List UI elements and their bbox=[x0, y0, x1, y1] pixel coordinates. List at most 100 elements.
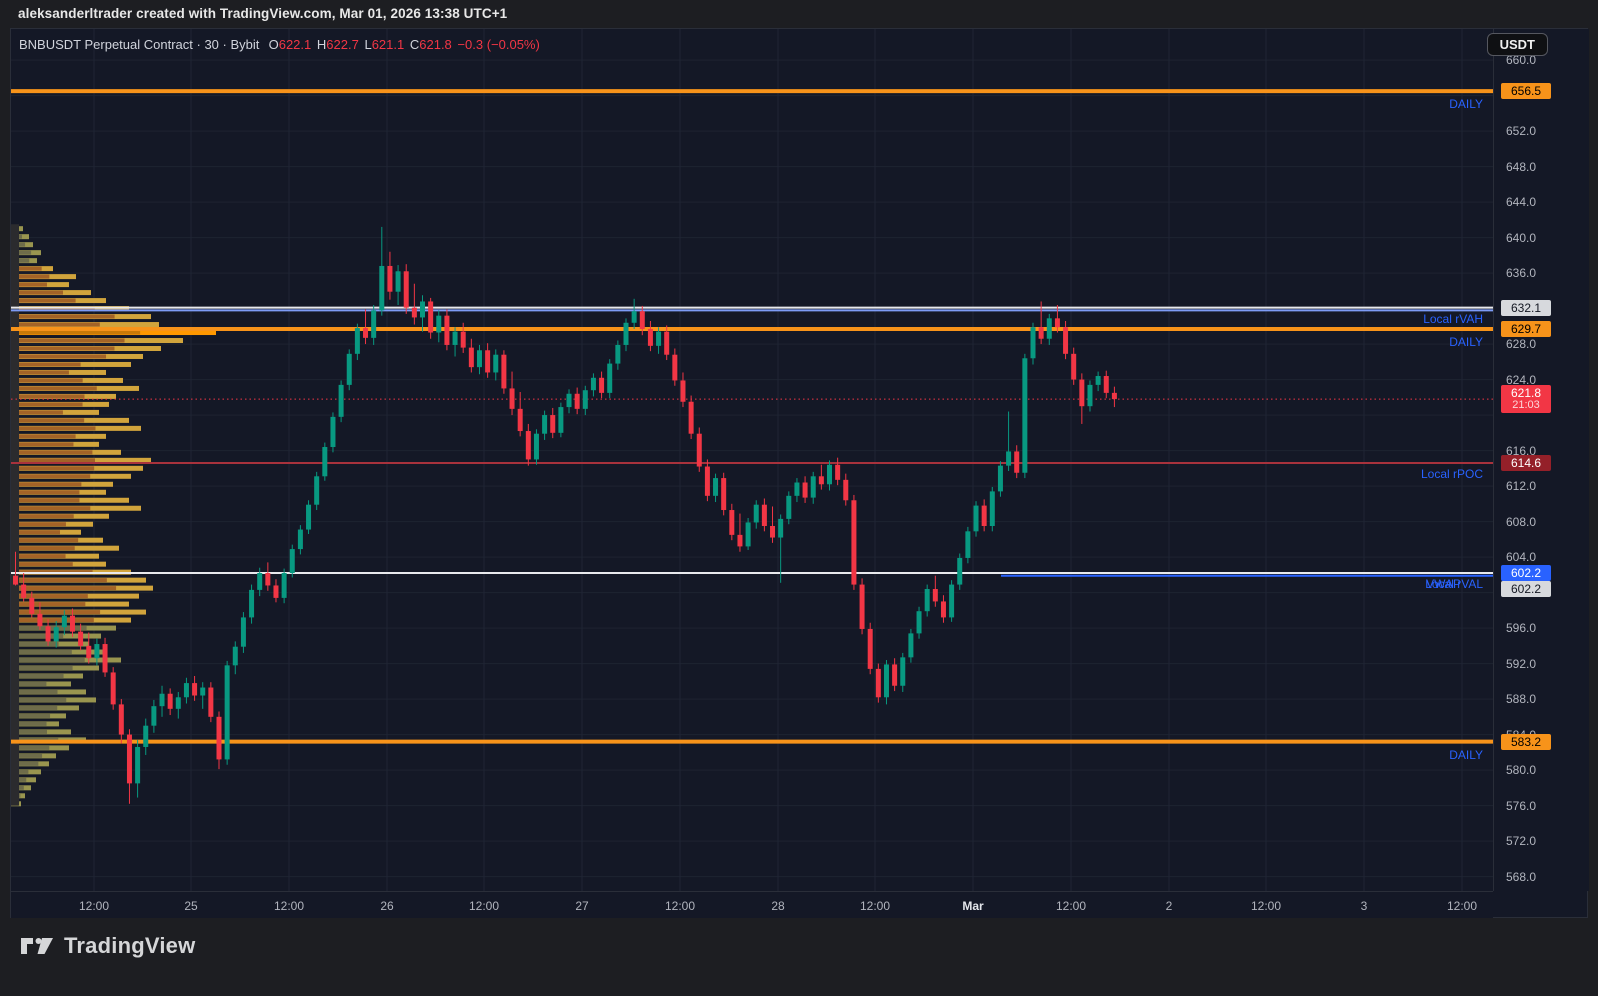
candle-body bbox=[118, 704, 124, 735]
footer-bar: TradingView bbox=[0, 918, 1598, 996]
candle-body bbox=[623, 322, 629, 345]
candle-body bbox=[192, 683, 198, 696]
candle-body bbox=[232, 646, 238, 666]
symbol-title[interactable]: BNBUSDT Perpetual Contract · 30 · Bybit bbox=[19, 37, 260, 52]
candle-body bbox=[1103, 376, 1109, 393]
candle-body bbox=[672, 354, 678, 381]
candle-body bbox=[45, 626, 51, 642]
volume-profile-row-inner bbox=[11, 410, 63, 415]
candle-body bbox=[257, 573, 263, 590]
candle-body bbox=[688, 401, 694, 434]
candle-body bbox=[53, 627, 59, 642]
candle-body bbox=[696, 433, 702, 467]
volume-profile-base bbox=[11, 224, 19, 806]
time-tick-28: 28 bbox=[771, 899, 785, 913]
price-tick: 572.0 bbox=[1506, 834, 1537, 849]
candle-body bbox=[1087, 384, 1093, 407]
candle-body bbox=[395, 271, 401, 292]
candle-body bbox=[265, 573, 271, 586]
candle-body bbox=[1095, 376, 1101, 385]
volume-profile-row-inner bbox=[11, 666, 73, 670]
volume-profile-row-inner bbox=[11, 578, 107, 583]
candle-body bbox=[704, 466, 710, 496]
volume-profile-row-inner bbox=[11, 618, 94, 623]
price-tick: 652.0 bbox=[1506, 124, 1537, 139]
volume-profile-row-inner bbox=[11, 362, 81, 367]
volume-profile-row-inner bbox=[11, 250, 32, 255]
candle-body bbox=[924, 589, 930, 612]
candle-body bbox=[818, 476, 824, 485]
candle-body bbox=[599, 377, 605, 393]
candle-body bbox=[517, 408, 523, 432]
currency-toggle-button[interactable]: USDT bbox=[1486, 33, 1548, 56]
price-tick: 568.0 bbox=[1506, 869, 1537, 884]
volume-profile-row-inner bbox=[11, 266, 42, 271]
symbol-legend[interactable]: BNBUSDT Perpetual Contract · 30 · Bybit … bbox=[19, 37, 542, 52]
time-tick-Mar: Mar bbox=[962, 899, 984, 913]
candle-body bbox=[501, 354, 507, 389]
candle-body bbox=[802, 482, 808, 498]
volume-profile-row-inner bbox=[11, 554, 66, 559]
candle-body bbox=[379, 265, 385, 311]
candle-body bbox=[175, 697, 181, 709]
ohlc-close-label: C bbox=[409, 37, 420, 52]
price-tick: 592.0 bbox=[1506, 656, 1537, 671]
candle-body bbox=[867, 628, 873, 669]
price-tick: 640.0 bbox=[1506, 230, 1537, 245]
candle-body bbox=[411, 307, 417, 318]
price-marker-614.6: 614.6 bbox=[1501, 454, 1551, 471]
candle-body bbox=[102, 644, 108, 673]
candle-body bbox=[965, 531, 971, 558]
time-axis[interactable]: 12:00 25 12:00 26 12:00 27 12:00 28 12:00 Mar 12:0… bbox=[11, 891, 1493, 919]
attribution-text: aleksanderltrader created with TradingVi… bbox=[18, 6, 508, 21]
level-label-daily: DAILY bbox=[1449, 747, 1483, 762]
volume-profile-row-inner bbox=[11, 466, 95, 471]
candle-body bbox=[1054, 318, 1060, 328]
candle-body bbox=[981, 505, 987, 526]
level-label-vwap: VWAP bbox=[1426, 577, 1461, 592]
volume-profile-row-inner bbox=[11, 506, 91, 511]
candle-body bbox=[151, 706, 157, 726]
candle-body bbox=[761, 504, 767, 526]
candle-body bbox=[932, 589, 938, 602]
tradingview-logo: TradingView bbox=[20, 933, 195, 959]
candle-body bbox=[721, 478, 727, 511]
candle-body bbox=[1071, 353, 1077, 380]
candle-body bbox=[957, 557, 963, 585]
time-tick-2: 2 bbox=[1165, 899, 1173, 913]
volume-profile-row-inner bbox=[11, 562, 73, 567]
candle-body bbox=[810, 476, 816, 498]
candle-body bbox=[542, 415, 548, 434]
level-label-local-rvah: Local rVAH bbox=[1423, 311, 1483, 326]
candle-body bbox=[476, 350, 482, 368]
candle-body bbox=[200, 687, 206, 696]
candle-body bbox=[509, 388, 515, 409]
price-axis[interactable]: 660.0 652.0 648.0 644.0 640.0 636.0 628.0 624.0… bbox=[1493, 29, 1589, 891]
candle-body bbox=[110, 672, 116, 705]
volume-profile-row-inner bbox=[11, 298, 76, 303]
volume-profile-row-inner bbox=[11, 522, 66, 527]
volume-profile-row-inner bbox=[11, 426, 96, 431]
candle-body bbox=[875, 668, 881, 698]
chart-panel[interactable]: BNBUSDT Perpetual Contract · 30 · Bybit … bbox=[10, 28, 1589, 919]
candle-body bbox=[647, 328, 653, 346]
volume-profile-row-inner bbox=[11, 745, 50, 750]
volume-profile-row-inner bbox=[11, 650, 72, 655]
time-tick-12-00: 12:00 bbox=[859, 899, 891, 913]
candle-body bbox=[656, 331, 662, 346]
candle-body bbox=[330, 416, 336, 448]
volume-profile-row-inner bbox=[11, 498, 80, 503]
price-tick: 660.0 bbox=[1506, 53, 1537, 68]
candle-body bbox=[428, 301, 434, 333]
candle-body bbox=[1111, 392, 1117, 400]
candle-body bbox=[1079, 379, 1085, 407]
volume-profile-row-inner bbox=[11, 610, 101, 615]
volume-profile-row-inner bbox=[11, 721, 47, 726]
candle-body bbox=[713, 478, 719, 496]
candle-body bbox=[21, 584, 27, 598]
candle-body bbox=[452, 331, 458, 345]
volume-profile-row-inner bbox=[11, 394, 85, 399]
chart-plot-area[interactable]: BNBUSDT Perpetual Contract · 30 · Bybit … bbox=[11, 29, 1493, 891]
volume-profile-row-inner bbox=[11, 474, 91, 479]
time-tick-27: 27 bbox=[575, 899, 589, 913]
